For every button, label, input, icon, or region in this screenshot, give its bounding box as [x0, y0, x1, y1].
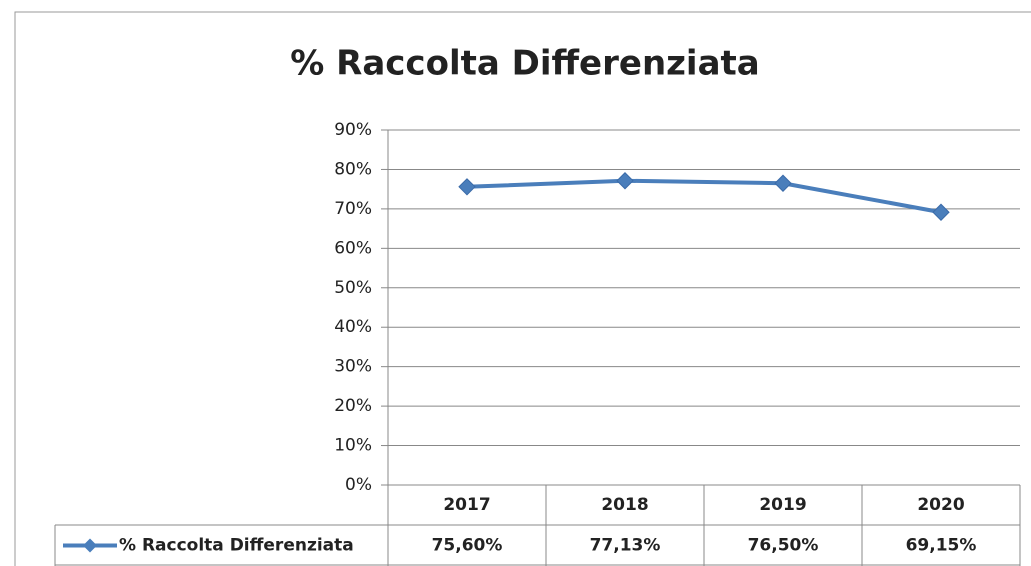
y-tick-label: 70% [334, 199, 372, 219]
marker [458, 178, 476, 196]
series-line [466, 178, 942, 215]
y-tick-label: 0% [345, 475, 372, 495]
y-tick-label: 30% [334, 357, 372, 377]
y-tick-label: 40% [334, 317, 372, 337]
chart-border [14, 11, 1031, 566]
data-label: 77,13% [590, 536, 661, 556]
legend-marker [83, 538, 97, 553]
marker [616, 172, 634, 190]
data-label: 69,15% [906, 536, 977, 556]
y-tick-label: 50% [334, 278, 372, 298]
legend-label: % Raccolta Differenziata [119, 536, 354, 556]
y-tick-label: 90% [334, 120, 372, 140]
x-tick-label: 2017 [443, 495, 490, 515]
y-tick-label: 80% [334, 159, 372, 179]
data-label: 76,50% [748, 536, 819, 556]
marker [932, 203, 950, 221]
x-tick-label: 2020 [917, 495, 964, 515]
x-tick-label: 2018 [601, 495, 648, 515]
x-tick-label: 2019 [759, 495, 806, 515]
chart-title: % Raccolta Differenziata [290, 44, 759, 84]
y-tick-label: 60% [334, 238, 372, 258]
y-tick-label: 10% [334, 436, 372, 456]
y-tick-label: 20% [334, 396, 372, 416]
data-label: 75,60% [432, 536, 503, 556]
marker [774, 174, 792, 192]
